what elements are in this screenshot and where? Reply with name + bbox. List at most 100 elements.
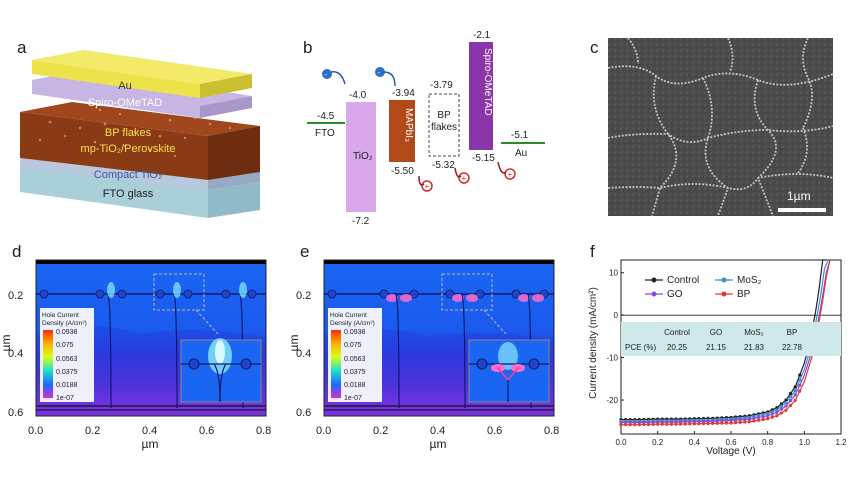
jv-point-BP (793, 398, 797, 403)
jv-point-BP (761, 417, 765, 422)
panel-label-f: f (590, 242, 595, 261)
panel-label-e: e (300, 242, 310, 261)
spiro-bar (469, 42, 493, 150)
jv-axes: 0.0 0.2 0.4 0.6 0.8 1.0 1.2 -20 -10 0 10 (606, 259, 847, 447)
jv-ytick-label: 0 (614, 311, 619, 320)
mapbi3-vb-value: -5.50 (391, 166, 414, 177)
tio2-bar (346, 102, 376, 212)
bp-flakes-box (428, 93, 460, 157)
sem-grain-boundaries (608, 38, 833, 216)
pce-value-go: 21.15 (706, 343, 727, 352)
spiro-lumo-value: -2.1 (473, 30, 491, 41)
fto-label: FTO (315, 128, 335, 139)
layer-compact-tio2 (20, 158, 208, 190)
spiro-label: Spiro-OMeTAD (482, 48, 493, 116)
jv-point-BP (619, 423, 623, 427)
jv-point-GO (775, 410, 779, 414)
pce-value-control: 20.25 (667, 343, 688, 352)
ytick-e-1: 0.4 (296, 348, 311, 360)
jv-xtick-label: 1.2 (835, 438, 847, 447)
energy-level-diagram: FTO -4.5 TiO₂ -4.0 -7.2 MAPbI₃ -3.94 -5.… (307, 30, 545, 227)
bp-cb-value: -3.79 (430, 80, 453, 91)
layer-perovskite-top (20, 102, 260, 136)
jv-legend: Control MoS₂ GO BP (645, 275, 762, 300)
jv-xtick-label: 0.0 (615, 438, 627, 447)
jv-point-BP (660, 422, 664, 426)
legend-control: Control (667, 275, 699, 286)
jv-point-GO (784, 404, 788, 408)
jv-xtick-label: 0.4 (689, 438, 701, 447)
pce-header-go: GO (710, 328, 722, 337)
jv-point-BP (623, 423, 628, 427)
svg-text:-: - (378, 68, 381, 77)
jv-point-BP (656, 422, 660, 426)
hole-current-map-d: Hole Current Density (A/cm²) 0.0938 0.07… (0, 259, 271, 451)
legend-title-line1-d: Hole Current (42, 312, 79, 319)
mapbi3-cb-value: -3.94 (392, 88, 415, 99)
legend-value-d-5: 1e-07 (56, 395, 74, 402)
pce-header-control: Control (664, 328, 690, 337)
panel-label-b: b (303, 38, 313, 57)
jv-point-GO (733, 418, 738, 422)
legend-title-line1-e: Hole Current (330, 312, 367, 319)
bp-vb-value: -5.32 (432, 160, 455, 171)
jv-point-MoS₂ (793, 389, 797, 393)
pce-table-background (621, 322, 841, 356)
pce-header-mos2: MoS₂ (744, 328, 764, 337)
jv-xtick-label: 0.8 (762, 438, 774, 447)
xtick-d-2: 0.4 (142, 425, 157, 437)
xtick-e-0: 0.0 (316, 425, 331, 437)
scale-bar-label: 1µm (787, 189, 811, 203)
jv-point-BP (642, 422, 646, 427)
legend-value-e-1: 0.075 (344, 342, 362, 349)
tio2-vb-value: -7.2 (352, 216, 370, 227)
jv-point-BP (651, 422, 655, 426)
legend-value-e-0: 0.0938 (344, 329, 366, 336)
jv-point-GO (793, 393, 797, 397)
svg-text:+: + (508, 170, 513, 179)
xtick-e-1: 0.2 (373, 425, 388, 437)
svg-text:-: - (325, 70, 328, 79)
mapbi3-bar (389, 100, 415, 162)
jv-point-BP (756, 418, 761, 422)
mapbi3-label: MAPbI₃ (403, 108, 414, 142)
ylabel-d: µm (0, 335, 13, 352)
jv-point-BP (747, 420, 751, 424)
jv-point-BP (678, 422, 683, 426)
au-level-value: -5.1 (511, 130, 529, 141)
legend-title-line2-d: Density (A/cm²) (42, 320, 87, 327)
label-fto-glass: FTO glass (103, 188, 154, 200)
jv-point-GO (798, 383, 802, 387)
hole-current-map-e: Hole Current Density (A/cm²) 0.0938 0.07… (288, 259, 559, 451)
jv-point-Control (793, 385, 797, 389)
xtick-d-0: 0.0 (28, 425, 43, 437)
layer-au-top (32, 50, 252, 84)
jv-point-GO (752, 416, 756, 420)
jv-point-GO (729, 418, 733, 423)
legend-mos2: MoS₂ (737, 275, 762, 286)
legend-value-e-3: 0.0375 (344, 369, 366, 376)
legend-value-e-2: 0.0563 (344, 356, 366, 363)
ytick-e-2: 0.6 (296, 407, 311, 419)
xlabel-e: µm (430, 437, 447, 451)
jv-point-BP (733, 421, 738, 425)
label-mp-tio2-perovskite: mp-TiO₂/Perovskite (81, 143, 176, 155)
legend-value-d-0: 0.0938 (56, 329, 78, 336)
xtick-e-2: 0.4 (430, 425, 445, 437)
jv-point-GO (779, 407, 784, 411)
jv-xlabel: Voltage (V) (706, 446, 755, 457)
jv-point-GO (720, 419, 724, 423)
label-compact-tio2: Compact TiO₂ (94, 169, 162, 181)
pce-value-mos2: 21.83 (744, 343, 765, 352)
jv-point-BP (706, 421, 710, 426)
jv-point-Control (788, 391, 793, 396)
jv-point-BP (738, 420, 742, 424)
jv-point-BP (729, 421, 733, 425)
jv-point-Control (779, 402, 784, 406)
legend-go: GO (667, 289, 683, 300)
xtick-d-3: 0.6 (199, 425, 214, 437)
jv-xtick-label: 1.0 (799, 438, 811, 447)
label-spiro: Spiro-OMeTAD (88, 97, 162, 109)
xlabel-d: µm (142, 437, 159, 451)
sem-image: 1µm (608, 38, 833, 216)
